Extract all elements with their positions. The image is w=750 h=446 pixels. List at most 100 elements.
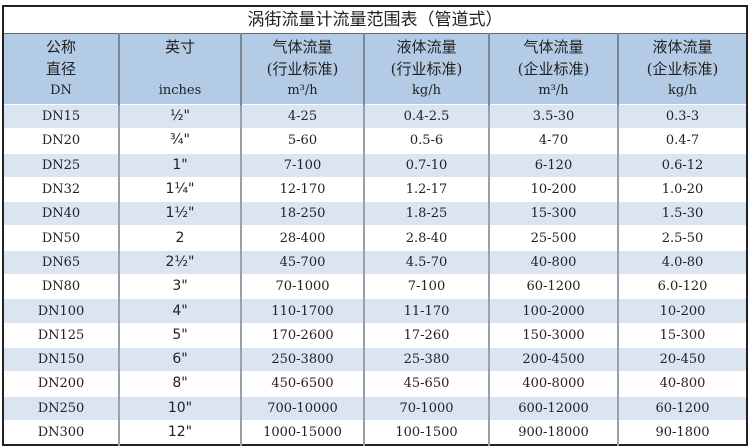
table-cell: DN40 <box>3 201 119 227</box>
table-row: DN40 1½" 18-250 1.8-25 15-300 1.5-30 <box>3 201 748 227</box>
table-cell: 0.3-3 <box>616 104 748 130</box>
table-row: DN32 1¼" 12-170 1.2-17 10-200 1.0-20 <box>3 177 748 203</box>
table-cell: 60-1200 <box>616 396 748 421</box>
table-cell: 12" <box>118 420 241 446</box>
table-cell: 20-450 <box>616 347 748 373</box>
table-cell: 6-120 <box>488 153 618 178</box>
table-cell: 17-260 <box>363 323 489 348</box>
table-cell: DN20 <box>3 128 119 154</box>
header-label: (企业标准) <box>517 60 590 78</box>
header-label: 液体流量 <box>396 38 457 56</box>
table-cell: 4-70 <box>488 128 618 154</box>
table-cell: DN150 <box>3 347 119 373</box>
table-cell: 12-170 <box>240 177 364 203</box>
table-cell: DN25 <box>3 153 119 178</box>
header-label: 液体流量 <box>652 38 713 56</box>
table-row: DN200 8" 450-6500 45-650 400-8000 40-800 <box>3 371 748 397</box>
table-cell: 110-1700 <box>240 298 364 324</box>
header-label: 直径 <box>45 60 76 78</box>
column-header: 气体流量 (企业标准) m³/h <box>488 33 618 105</box>
table-cell: ½" <box>118 104 241 130</box>
table-cell: DN50 <box>3 225 119 251</box>
table-cell: 700-10000 <box>240 396 364 421</box>
table-cell: 25-500 <box>488 225 618 251</box>
table-row: DN20 ¾" 5-60 0.5-6 4-70 0.4-7 <box>3 128 748 154</box>
header-label: 公称 <box>45 38 76 56</box>
table-cell: 600-12000 <box>488 396 618 421</box>
header-label: (行业标准) <box>266 60 339 78</box>
header-label: (企业标准) <box>646 60 719 78</box>
table-cell: 4-25 <box>240 104 364 130</box>
table-cell: 0.5-6 <box>363 128 489 154</box>
table-cell: ¾" <box>118 128 241 154</box>
table-cell: 15-300 <box>616 323 748 348</box>
table-row: DN15 ½" 4-25 0.4-2.5 3.5-30 0.3-3 <box>3 104 748 130</box>
table-cell: DN250 <box>3 396 119 421</box>
table-cell: 45-650 <box>363 371 489 397</box>
header-unit: m³/h <box>287 83 318 98</box>
table-cell: 100-1500 <box>363 420 489 446</box>
header-row: 公称 直径 DN 英寸 inches 气体流量 (行业标准) m³/h 液体流量 (行业标准) k… <box>3 33 748 105</box>
table-cell: 0.7-10 <box>363 153 489 178</box>
table-cell: 1.8-25 <box>363 201 489 227</box>
table-cell: 1" <box>118 153 241 178</box>
table-row: DN100 4" 110-1700 11-170 100-2000 10-200 <box>3 298 748 324</box>
table-cell: 25-380 <box>363 347 489 373</box>
table-cell: 5" <box>118 323 241 348</box>
table-cell: DN200 <box>3 371 119 397</box>
header-unit: m³/h <box>538 83 569 98</box>
column-header: 公称直径 DN <box>3 33 119 105</box>
table-cell: 100-2000 <box>488 298 618 324</box>
header-label <box>120 58 240 80</box>
table-cell: 450-6500 <box>240 371 364 397</box>
column-header: 液体流量 (行业标准) kg/h <box>363 33 489 105</box>
header-label: 气体流量 <box>523 38 584 56</box>
table-cell: 6.0-120 <box>616 274 748 300</box>
table-cell: 7-100 <box>363 274 489 300</box>
table-cell: 18-250 <box>240 201 364 227</box>
table-row: DN300 12" 1000-15000 100-1500 900-18000 90-18… <box>3 420 748 446</box>
table-cell: 2½" <box>118 250 241 276</box>
table-cell: 900-18000 <box>488 420 618 446</box>
table-cell: 1000-15000 <box>240 420 364 446</box>
table-cell: DN32 <box>3 177 119 203</box>
flow-range-table: 涡街流量计流量范围表（管道式） 公称 直径 DN 英寸 inches 气体流量 (行业标准… <box>2 5 749 446</box>
table-cell: 150-3000 <box>488 323 618 348</box>
table-cell: 2.5-50 <box>616 225 748 251</box>
table-cell: 10" <box>118 396 241 421</box>
table-cell: DN100 <box>3 298 119 324</box>
table-cell: 70-1000 <box>240 274 364 300</box>
table-cell: 40-800 <box>488 250 618 276</box>
table-cell: 8" <box>118 371 241 397</box>
table-row: DN125 5" 170-2600 17-260 150-3000 15-300 <box>3 323 748 348</box>
table-cell: 250-3800 <box>240 347 364 373</box>
table-cell: 1.0-20 <box>616 177 748 203</box>
table-cell: 45-700 <box>240 250 364 276</box>
table-cell: 10-200 <box>616 298 748 324</box>
table-row: DN250 10" 700-10000 70-1000 600-12000 60-1200 <box>3 396 748 421</box>
table-cell: 0.6-12 <box>616 153 748 178</box>
table-cell: DN80 <box>3 274 119 300</box>
table-cell: 200-4500 <box>488 347 618 373</box>
header-unit: kg/h <box>412 83 441 98</box>
table-cell: DN65 <box>3 250 119 276</box>
header-unit: DN <box>50 83 72 98</box>
table-cell: 90-1800 <box>616 420 748 446</box>
header-label: (行业标准) <box>390 60 463 78</box>
column-header: 气体流量 (行业标准) m³/h <box>240 33 364 105</box>
table-cell: 1¼" <box>118 177 241 203</box>
table-cell: 70-1000 <box>363 396 489 421</box>
table-cell: 4.5-70 <box>363 250 489 276</box>
table-title: 涡街流量计流量范围表（管道式） <box>3 6 748 34</box>
table-cell: 5-60 <box>240 128 364 154</box>
header-label: 气体流量 <box>272 38 333 56</box>
table-row: DN25 1" 7-100 0.7-10 6-120 0.6-12 <box>3 153 748 178</box>
title-row: 涡街流量计流量范围表（管道式） <box>3 6 748 34</box>
table-cell: 3" <box>118 274 241 300</box>
table-cell: 10-200 <box>488 177 618 203</box>
table-cell: 7-100 <box>240 153 364 178</box>
table-cell: 40-800 <box>616 371 748 397</box>
header-unit: kg/h <box>668 83 697 98</box>
table-cell: 0.4-7 <box>616 128 748 154</box>
table-cell: 11-170 <box>363 298 489 324</box>
